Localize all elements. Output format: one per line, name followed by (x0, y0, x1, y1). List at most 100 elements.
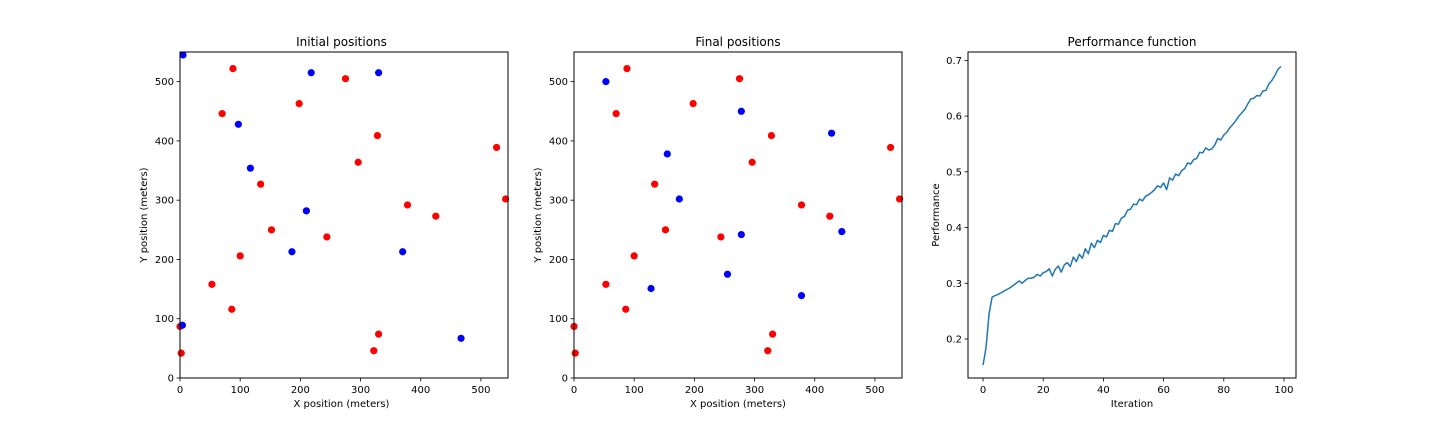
scatter-point (267, 226, 276, 234)
x-tick-label: 20 (1037, 385, 1050, 396)
x-tick-label: 0 (980, 385, 986, 396)
scatter-point (886, 143, 895, 152)
chart-title: Final positions (695, 35, 780, 49)
scatter-point (717, 233, 725, 241)
scatter-point (826, 212, 834, 220)
scatter-point (827, 129, 836, 137)
y-tick-label: 200 (549, 255, 568, 266)
scatter-point (178, 321, 187, 329)
scatter-point (737, 107, 745, 115)
scatter-point (723, 270, 732, 278)
scatter-point (630, 252, 638, 260)
scatter-point (302, 207, 310, 215)
scatter-point (236, 252, 244, 260)
scatter-point (764, 347, 772, 355)
scatter-point (838, 228, 846, 236)
scatter-point (375, 69, 383, 77)
scatter-point (651, 180, 659, 188)
scatter-point (501, 195, 510, 203)
scatter-point (307, 69, 315, 77)
y-axis-label: Y position (meters) (533, 167, 544, 263)
scatter-point (623, 65, 631, 73)
y-tick-label: 0 (168, 374, 174, 385)
panel-initial-positions: Initial positions X position (meters) Y … (139, 35, 510, 410)
scatter-point (622, 305, 630, 313)
scatter-point (257, 180, 265, 188)
scatter-point (675, 195, 683, 203)
y-tick-label: 400 (549, 136, 568, 147)
x-axis-label: X position (meters) (294, 399, 390, 410)
x-tick-label: 400 (805, 385, 824, 396)
y-tick-label: 100 (155, 314, 174, 325)
scatter-point (432, 212, 440, 220)
scatter-point (737, 230, 745, 239)
x-tick-label: 400 (411, 385, 430, 396)
scatter-point (748, 158, 756, 166)
scatter-point (735, 75, 744, 83)
scatter-point (457, 334, 465, 342)
x-tick-label: 300 (745, 385, 764, 396)
scatter-point (218, 110, 226, 118)
scatter-point (403, 201, 412, 209)
axes-frame (179, 51, 509, 379)
x-tick-label: 100 (231, 385, 250, 396)
y-tick-label: 0 (562, 374, 568, 385)
scatter-point (246, 164, 255, 172)
scatter-point (341, 75, 350, 83)
performance-line (982, 65, 1282, 366)
scatter-point (177, 349, 185, 357)
scatter-point (323, 233, 331, 241)
y-tick-label: 0.7 (946, 56, 962, 67)
x-tick-label: 60 (1157, 385, 1170, 396)
scatter-point (797, 292, 806, 300)
y-tick-label: 400 (155, 136, 174, 147)
x-tick-label: 100 (1274, 385, 1293, 396)
y-tick-label: 0.3 (946, 279, 962, 290)
y-tick-label: 500 (549, 77, 568, 88)
y-tick-label: 0.2 (946, 334, 962, 345)
y-tick-label: 0.4 (946, 223, 962, 234)
panel-final-positions: Final positions X position (meters) Y po… (533, 35, 904, 410)
x-tick-label: 200 (291, 385, 310, 396)
panel-performance-function: Performance function Iteration Performan… (931, 35, 1297, 410)
scatter-point (571, 349, 579, 357)
axes-frame (573, 51, 903, 379)
x-tick-label: 500 (471, 385, 490, 396)
scatter-point (208, 280, 216, 288)
scatter-point (602, 78, 610, 86)
scatter-point (689, 99, 697, 108)
scatter-point (375, 330, 383, 338)
scatter-point (234, 120, 242, 128)
x-tick-label: 0 (571, 385, 577, 396)
chart-title: Initial positions (296, 35, 387, 49)
x-tick-label: 80 (1217, 385, 1230, 396)
scatter-point (612, 110, 620, 118)
y-tick-label: 500 (155, 77, 174, 88)
scatter-point (767, 131, 776, 140)
x-tick-label: 500 (865, 385, 884, 396)
scatter-point (229, 65, 237, 73)
x-tick-label: 0 (177, 385, 183, 396)
y-tick-label: 300 (155, 196, 174, 207)
y-tick-label: 100 (549, 314, 568, 325)
scatter-point (797, 201, 806, 209)
y-tick-label: 200 (155, 255, 174, 266)
scatter-point (663, 150, 671, 158)
x-tick-label: 200 (685, 385, 704, 396)
scatter-point (354, 158, 362, 166)
scatter-point (228, 305, 236, 313)
x-tick-label: 300 (351, 385, 370, 396)
scatter-point (769, 330, 777, 338)
scatter-point (895, 195, 904, 203)
y-tick-label: 0.5 (946, 167, 962, 178)
scatter-point (373, 131, 381, 140)
scatter-point (399, 248, 407, 256)
x-axis-label: Iteration (1111, 399, 1153, 410)
x-axis-label: X position (meters) (690, 399, 786, 410)
x-tick-label: 40 (1097, 385, 1110, 396)
chart-title: Performance function (1068, 35, 1197, 49)
scatter-point (370, 347, 378, 355)
y-axis-label: Y position (meters) (139, 167, 150, 263)
y-tick-label: 300 (549, 196, 568, 207)
y-tick-label: 0.6 (946, 112, 962, 123)
